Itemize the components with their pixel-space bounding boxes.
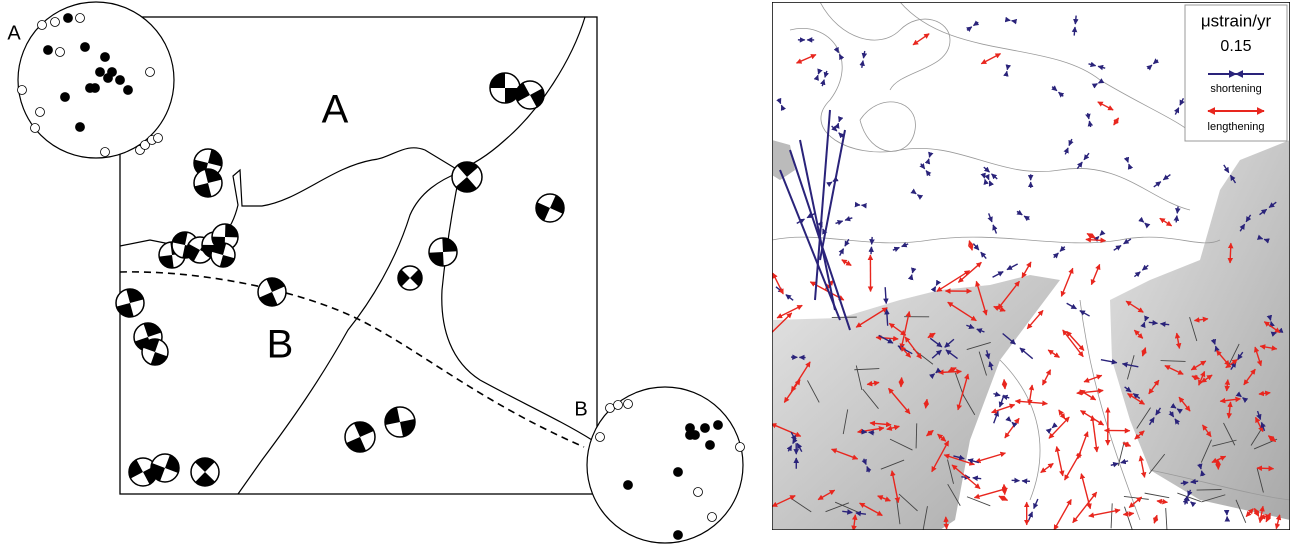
coastline: [442, 172, 592, 440]
pole-dot: [91, 84, 100, 93]
pole-dot: [624, 481, 633, 490]
pole-dot: [154, 134, 163, 143]
pole-dot: [706, 441, 715, 450]
pole-dot: [714, 421, 723, 430]
pole-dot: [101, 148, 110, 157]
pole-dot: [18, 86, 27, 95]
focal-mechanism: [194, 169, 222, 197]
focal-mechanism: [258, 278, 286, 306]
region-label: B: [267, 323, 294, 367]
shortening-arrow: [1271, 322, 1272, 325]
shortening-arrow: [1191, 481, 1198, 482]
focal-mechanism: [490, 73, 520, 103]
pole-dot: [108, 68, 117, 77]
shortening-arrow: [984, 175, 985, 178]
pole-dot: [736, 443, 745, 452]
pole-dot: [44, 46, 53, 55]
shortening-arrow: [871, 247, 872, 254]
focal-mechanism: [398, 266, 422, 290]
focal-mechanism: [536, 194, 564, 222]
lengthening-arrow: [1218, 460, 1219, 470]
boundary-line: [120, 272, 584, 447]
focal-mechanism: [191, 458, 219, 486]
pole-dot: [596, 433, 605, 442]
pole-dot: [146, 68, 155, 77]
pole-dot: [674, 531, 683, 540]
fault-trace: [1197, 490, 1222, 491]
pole-dot: [31, 124, 40, 133]
shortening-arrow: [1270, 317, 1271, 320]
shortening-arrow: [1074, 27, 1075, 36]
focal-mechanism: [142, 339, 168, 365]
lengthening-arrow: [1257, 468, 1274, 469]
pole-dot: [116, 76, 125, 85]
legend-item: shortening: [1210, 83, 1261, 95]
legend-title: μstrain/yr: [1201, 11, 1272, 30]
lengthening-arrow: [1004, 484, 1005, 494]
shortening-arrow: [1075, 16, 1076, 25]
focal-mechanism: [151, 454, 179, 482]
focal-mechanism: [385, 407, 415, 437]
figure: A B A B μstrain/yr 0.15 shortening lengt…: [0, 0, 1292, 544]
shortening-arrow: [1177, 207, 1178, 214]
focal-mechanism: [345, 422, 375, 452]
shortening-arrow: [1006, 71, 1007, 75]
pole-dot: [38, 21, 47, 30]
pole-dot: [694, 488, 703, 497]
focal-mechanism: [452, 162, 482, 192]
legend-scale: 0.15: [1220, 38, 1251, 55]
pole-dot: [701, 424, 710, 433]
right-map: μstrain/yr 0.15 shortening lengthening: [765, 2, 1290, 533]
pole-dot: [36, 108, 45, 117]
pole-dot: [708, 513, 717, 522]
pole-dot: [124, 86, 133, 95]
left-map: A B A B: [7, 2, 744, 543]
focal-mechanism: [116, 289, 144, 317]
pole-dot: [64, 14, 73, 23]
lengthening-arrow: [1230, 243, 1231, 263]
pole-dot: [614, 401, 623, 410]
focal-mechanism: [429, 238, 457, 266]
coastline: [120, 17, 585, 248]
stereonet-label: B: [574, 398, 587, 420]
shortening-arrow: [1006, 20, 1010, 21]
shortening-arrow: [1181, 482, 1188, 483]
shortening-arrow: [973, 478, 981, 479]
pole-dot: [101, 53, 110, 62]
pole-dot: [624, 400, 633, 409]
legend: μstrain/yr 0.15 shortening lengthening: [1185, 5, 1287, 141]
pole-dot: [51, 18, 60, 27]
stereonet-label: A: [7, 22, 21, 44]
shortening-arrow: [1012, 21, 1016, 22]
shortening-arrow: [1007, 65, 1008, 69]
pole-dot: [56, 48, 65, 57]
pole-dot: [81, 43, 90, 52]
legend-item: lengthening: [1208, 121, 1265, 133]
pole-dot: [96, 68, 105, 77]
lengthening-arrow: [901, 378, 902, 387]
pole-dot: [691, 431, 700, 440]
pole-dot: [674, 468, 683, 477]
lengthening-arrow: [946, 517, 947, 529]
shortening-arrow: [1176, 216, 1177, 223]
pole-dot: [76, 123, 85, 132]
pole-dot: [61, 93, 70, 102]
shortening-arrow: [872, 237, 873, 244]
focal-mechanism: [211, 243, 235, 267]
pole-dot: [76, 14, 85, 23]
region-label: A: [322, 88, 349, 132]
focal-mechanism: [516, 81, 544, 109]
shortening-arrow: [985, 179, 986, 182]
